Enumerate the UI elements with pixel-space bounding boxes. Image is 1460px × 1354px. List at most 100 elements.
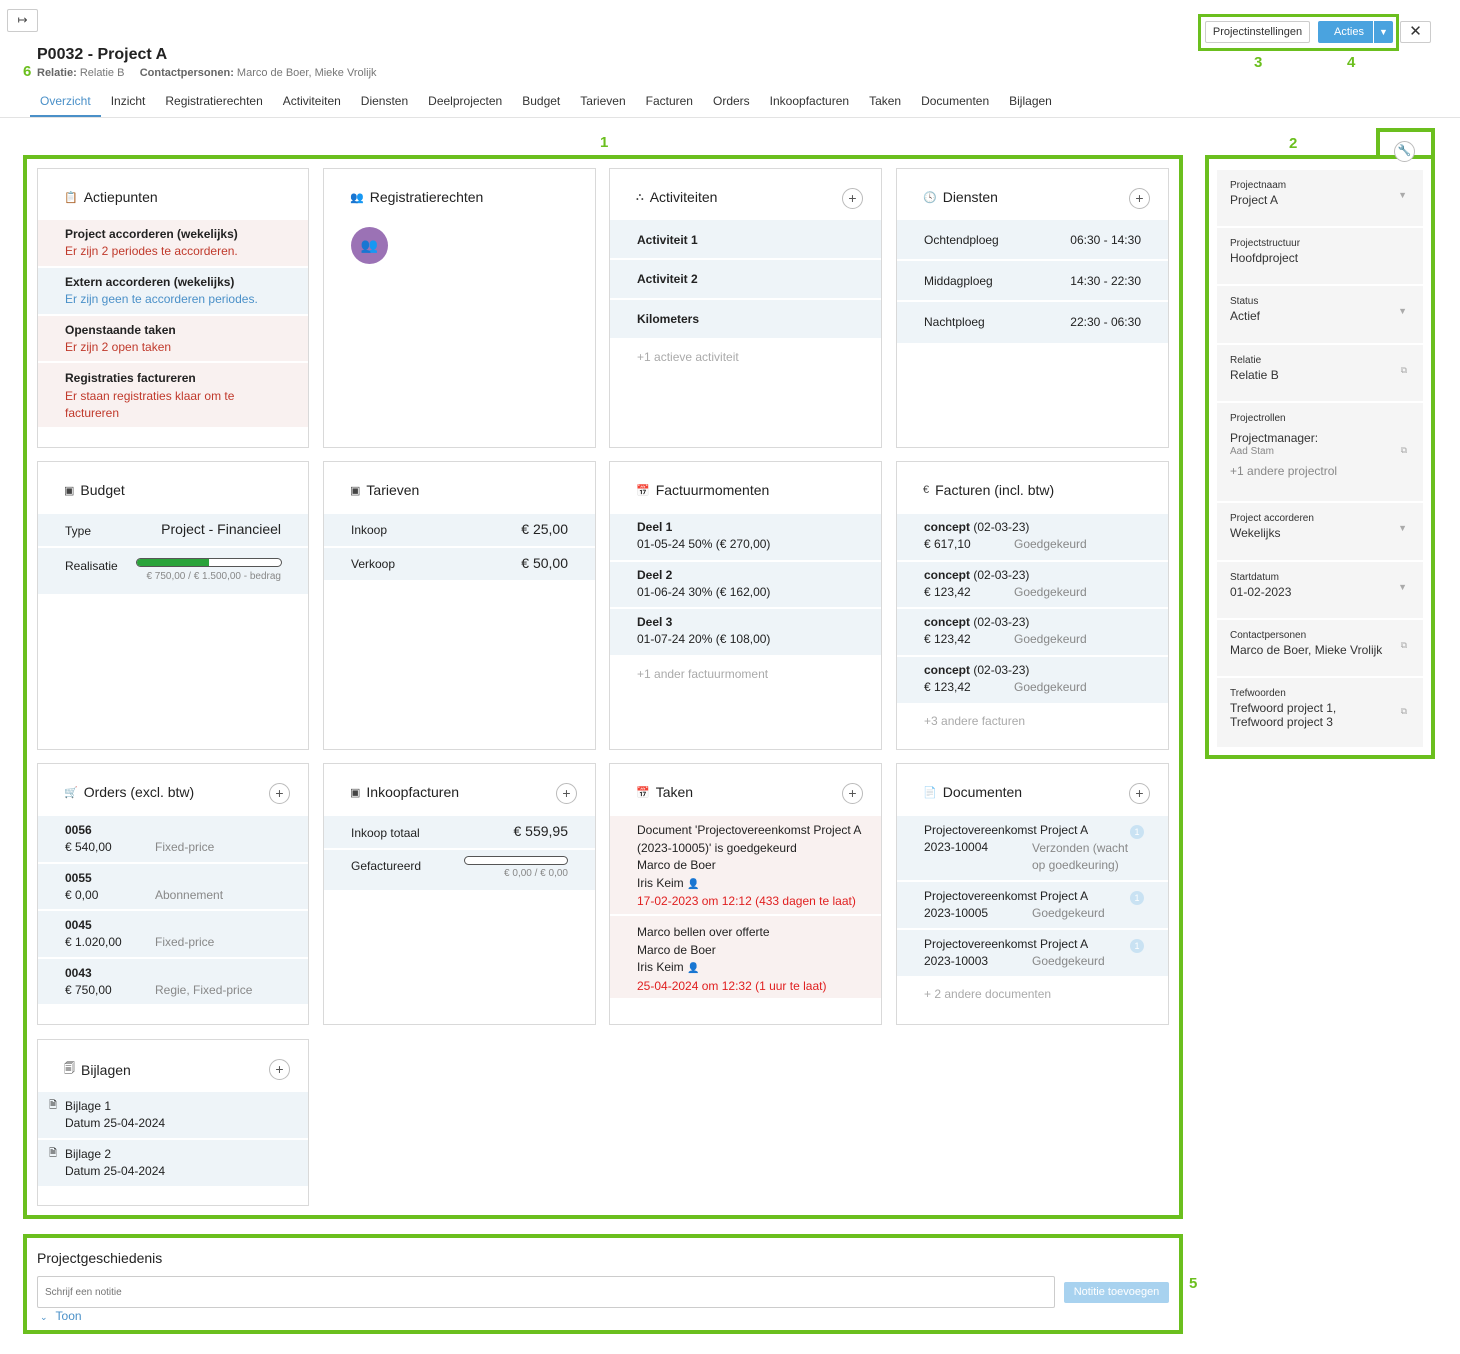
- card-taken: 📅 Taken + Document 'Projectovereenkomst P…: [609, 763, 882, 1025]
- tab-overzicht[interactable]: Overzicht: [30, 90, 101, 117]
- add-purchase-invoice-button[interactable]: +: [556, 783, 577, 804]
- user-group-avatar-icon[interactable]: 👥: [351, 227, 388, 264]
- list-item[interactable]: concept (02-03-23) € 123,42 Goedgekeurd: [897, 657, 1168, 703]
- money-icon: ▣: [64, 484, 75, 497]
- add-note-button[interactable]: Notitie toevoegen: [1064, 1282, 1169, 1303]
- invoice-date: (02-03-23): [973, 520, 1030, 534]
- sidebar-field-status[interactable]: Status Actief ▼: [1217, 286, 1423, 344]
- add-attachment-button[interactable]: +: [269, 1059, 290, 1080]
- sidebar-field-project-accorderen[interactable]: Project accorderen Wekelijks ▼: [1217, 503, 1423, 561]
- attachment-item[interactable]: 🗎 Bijlage 1 Datum 25-04-2024: [38, 1092, 308, 1140]
- tab-bijlagen[interactable]: Bijlagen: [1009, 94, 1052, 108]
- collapse-panel-button[interactable]: ↦: [7, 9, 38, 32]
- list-item[interactable]: concept (02-03-23) € 123,42 Goedgekeurd: [897, 609, 1168, 657]
- tab-diensten[interactable]: Diensten: [360, 94, 409, 108]
- external-link-icon[interactable]: ⧉: [1400, 365, 1407, 375]
- task-item[interactable]: Marco bellen over offerte Marco de Boer …: [610, 916, 881, 998]
- document-number: 2023-10003: [924, 954, 989, 968]
- order-type: Fixed-price: [155, 840, 215, 854]
- contact-value: Marco de Boer, Mieke Vrolijk: [236, 67, 377, 79]
- sidebar-field-contactpersonen[interactable]: Contactpersonen Marco de Boer, Mieke Vrol…: [1217, 620, 1423, 677]
- card-title-label: Taken: [655, 784, 694, 800]
- tab-orders[interactable]: Orders: [712, 94, 750, 108]
- item-detail: 01-07-24 20% (€ 108,00): [637, 632, 771, 646]
- add-activity-button[interactable]: +: [842, 188, 863, 209]
- calendar-check-icon: 📅: [636, 786, 650, 799]
- note-input[interactable]: [37, 1276, 1055, 1308]
- tab-inzicht[interactable]: Inzicht: [110, 94, 146, 108]
- item-title: Registraties factureren: [65, 371, 196, 385]
- tab-registratierechten[interactable]: Registratierechten: [165, 94, 263, 108]
- tab-budget[interactable]: Budget: [522, 94, 561, 108]
- more-link[interactable]: +1 ander factuurmoment: [637, 667, 769, 681]
- more-link[interactable]: + 2 andere documenten: [924, 987, 1052, 1001]
- tab-activiteiten[interactable]: Activiteiten: [282, 94, 341, 108]
- list-item[interactable]: 0056 € 540,00 Fixed-price: [38, 816, 308, 864]
- sidebar-field-projectnaam[interactable]: Projectnaam Project A ▼: [1217, 170, 1423, 227]
- list-item[interactable]: 0045 € 1.020,00 Fixed-price: [38, 911, 308, 959]
- marker-6: 6: [23, 63, 32, 80]
- more-roles-link[interactable]: +1 andere projectrol: [1230, 464, 1338, 478]
- list-item[interactable]: 0055 € 0,00 Abonnement: [38, 864, 308, 911]
- field-subvalue: Aad Stam: [1230, 446, 1274, 457]
- sidebar-field-projectrollen[interactable]: Projectrollen Projectmanager: Aad Stam +…: [1217, 403, 1423, 502]
- wrench-icon[interactable]: 🔧: [1394, 141, 1415, 162]
- list-item[interactable]: concept (02-03-23) € 617,10 Goedgekeurd: [897, 514, 1168, 562]
- copy-icon[interactable]: ⧉: [1400, 445, 1407, 455]
- tab-deelprojecten[interactable]: Deelprojecten: [428, 94, 503, 108]
- card-title-label: Bijlagen: [81, 1061, 131, 1078]
- caret-down-icon[interactable]: ▼: [1398, 523, 1407, 533]
- document-status: Verzonden (wacht op goedkeuring): [1032, 841, 1129, 872]
- copy-icon[interactable]: ⧉: [1400, 640, 1407, 650]
- list-item[interactable]: concept (02-03-23) € 123,42 Goedgekeurd: [897, 562, 1168, 609]
- more-link[interactable]: +1 actieve activiteit: [637, 350, 739, 364]
- acties-button[interactable]: Acties ▼: [1318, 21, 1393, 43]
- list-item[interactable]: Middagploeg 14:30 - 22:30: [897, 261, 1168, 302]
- list-item[interactable]: Deel 3 01-07-24 20% (€ 108,00): [610, 609, 881, 655]
- sidebar-field-relatie[interactable]: Relatie Relatie B ⧉: [1217, 345, 1423, 402]
- caret-down-icon[interactable]: ▼: [1398, 306, 1407, 316]
- order-type: Regie, Fixed-price: [155, 983, 253, 997]
- list-item[interactable]: Ochtendploeg 06:30 - 14:30: [897, 220, 1168, 261]
- show-history-toggle[interactable]: ⌄ Toon: [40, 1309, 82, 1323]
- item-text: Er staan registraties klaar om te factur…: [65, 389, 235, 420]
- copy-icon[interactable]: ⧉: [1400, 706, 1407, 716]
- add-task-button[interactable]: +: [842, 783, 863, 804]
- list-item[interactable]: Nachtploeg 22:30 - 06:30: [897, 302, 1168, 343]
- project-settings-button[interactable]: Projectinstellingen: [1205, 21, 1310, 43]
- tab-tarieven[interactable]: Tarieven: [580, 94, 626, 108]
- tab-inkoopfacturen[interactable]: Inkoopfacturen: [769, 94, 850, 108]
- caret-down-icon[interactable]: ▼: [1373, 21, 1393, 43]
- toggle-label: Toon: [55, 1309, 82, 1323]
- list-item[interactable]: 0043 € 750,00 Regie, Fixed-price: [38, 959, 308, 1004]
- close-button[interactable]: ✕: [1400, 21, 1431, 43]
- add-order-button[interactable]: +: [269, 783, 290, 804]
- add-document-button[interactable]: +: [1129, 783, 1150, 804]
- list-item[interactable]: Kilometers: [610, 300, 881, 338]
- task-due: 25-04-2024 om 12:32 (1 uur te laat): [637, 978, 827, 993]
- list-item[interactable]: Project accorderen (wekelijks) Er zijn 2…: [38, 220, 308, 268]
- item-name: Nachtploeg: [924, 315, 985, 329]
- caret-down-icon[interactable]: ▼: [1398, 582, 1407, 592]
- sidebar-field-trefwoorden[interactable]: Trefwoorden Trefwoord project 1, Trefwoor…: [1217, 678, 1423, 748]
- more-link[interactable]: +3 andere facturen: [924, 714, 1026, 728]
- tab-taken[interactable]: Taken: [869, 94, 902, 108]
- list-item[interactable]: Activiteit 2: [610, 260, 881, 300]
- task-item[interactable]: Document 'Projectovereenkomst Project A …: [610, 816, 881, 916]
- document-item[interactable]: Projectovereenkomst Project A 2023-10004…: [897, 816, 1168, 882]
- list-item[interactable]: Openstaande taken Er zijn 2 open taken: [38, 316, 308, 363]
- sidebar-field-startdatum[interactable]: Startdatum 01-02-2023 ▼: [1217, 562, 1423, 619]
- list-item[interactable]: Registraties factureren Er staan registr…: [38, 363, 308, 427]
- list-item[interactable]: Activiteit 1: [610, 220, 881, 260]
- caret-down-icon[interactable]: ▼: [1398, 190, 1407, 200]
- list-item[interactable]: Deel 2 01-06-24 30% (€ 162,00): [610, 562, 881, 609]
- list-item[interactable]: Deel 1 01-05-24 50% (€ 270,00): [610, 514, 881, 562]
- tab-documenten[interactable]: Documenten: [921, 94, 990, 108]
- tab-facturen[interactable]: Facturen: [645, 94, 693, 108]
- document-item[interactable]: Projectovereenkomst Project A 2023-10003…: [897, 930, 1168, 976]
- attachment-item[interactable]: 🗎 Bijlage 2 Datum 25-04-2024: [38, 1140, 308, 1186]
- list-item[interactable]: Extern accorderen (wekelijks) Er zijn ge…: [38, 268, 308, 316]
- document-item[interactable]: Projectovereenkomst Project A 2023-10005…: [897, 882, 1168, 930]
- add-service-button[interactable]: +: [1129, 188, 1150, 209]
- invoice-state: concept: [924, 520, 971, 534]
